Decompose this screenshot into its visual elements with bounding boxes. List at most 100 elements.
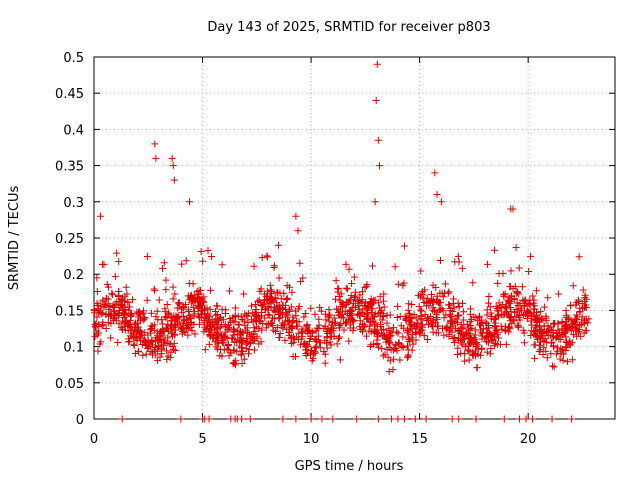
data-point — [454, 319, 462, 327]
data-point — [550, 363, 558, 371]
data-point — [120, 313, 128, 321]
data-point — [377, 308, 385, 316]
data-point — [542, 347, 550, 355]
data-point — [212, 317, 220, 325]
data-point — [487, 345, 495, 353]
data-point — [250, 311, 258, 319]
data-point — [389, 366, 397, 374]
data-point — [349, 299, 357, 307]
data-point — [544, 322, 552, 330]
data-point — [305, 337, 313, 345]
data-point — [471, 331, 479, 339]
data-point — [163, 312, 171, 320]
data-point — [102, 295, 110, 303]
data-point — [360, 321, 368, 329]
data-point — [524, 300, 532, 308]
data-point — [489, 337, 497, 345]
data-point — [491, 322, 499, 330]
data-point — [569, 282, 577, 290]
data-point — [123, 290, 131, 298]
data-point — [228, 334, 236, 342]
data-point — [478, 344, 486, 352]
data-point — [311, 349, 319, 357]
data-point — [510, 296, 518, 304]
data-point — [301, 309, 309, 317]
data-point — [243, 334, 251, 342]
data-point — [448, 318, 456, 326]
data-point — [296, 341, 304, 349]
y-axis: 0 0.05 0.1 0.15 0.2 0.25 0.3 0.35 0.4 0.45 0.5 — [55, 51, 615, 428]
data-point — [514, 321, 522, 329]
data-point — [491, 246, 499, 254]
data-point — [104, 283, 112, 291]
data-point — [124, 299, 132, 307]
data-point — [342, 260, 350, 268]
data-point — [555, 290, 563, 298]
data-point — [340, 314, 348, 322]
data-point — [182, 257, 190, 265]
data-point — [436, 306, 444, 314]
data-point — [367, 341, 375, 349]
data-point — [113, 249, 121, 257]
data-point — [459, 341, 467, 349]
data-point — [359, 328, 367, 336]
data-point — [454, 336, 462, 344]
data-point — [288, 288, 296, 296]
data-point — [576, 304, 584, 312]
data-point — [334, 334, 342, 342]
data-point — [436, 256, 444, 264]
data-point — [268, 314, 276, 322]
data-point — [507, 282, 515, 290]
data-point — [197, 248, 205, 256]
data-point — [158, 316, 166, 324]
data-point-zero — [329, 415, 337, 423]
data-point — [250, 262, 258, 270]
data-point — [369, 262, 377, 270]
data-point — [350, 273, 358, 281]
data-point — [539, 330, 547, 338]
data-point — [351, 295, 359, 303]
data-point — [581, 297, 589, 305]
data-point — [242, 344, 250, 352]
x-tick-label: 10 — [303, 432, 320, 447]
data-point — [415, 328, 423, 336]
data-point — [205, 327, 213, 335]
x-tick-label: 0 — [90, 432, 98, 447]
data-point — [237, 336, 245, 344]
data-point — [275, 315, 283, 323]
data-point — [155, 335, 163, 343]
data-point — [191, 308, 199, 316]
data-point — [454, 344, 462, 352]
data-point — [405, 338, 413, 346]
data-point-zero — [205, 415, 213, 423]
data-point — [500, 292, 508, 300]
data-point — [117, 323, 125, 331]
data-point — [244, 318, 252, 326]
data-point — [258, 254, 266, 262]
data-point — [492, 327, 500, 335]
data-point — [391, 263, 399, 271]
data-point — [105, 306, 113, 314]
data-point — [540, 328, 548, 336]
data-point — [156, 353, 164, 361]
data-point — [363, 282, 371, 290]
data-point — [118, 296, 126, 304]
data-point — [145, 342, 153, 350]
data-point — [131, 334, 139, 342]
data-point — [405, 309, 413, 317]
data-point — [343, 285, 351, 293]
data-point — [543, 327, 551, 335]
data-point — [543, 354, 551, 362]
data-point — [93, 287, 101, 295]
data-point — [114, 338, 122, 346]
data-point — [330, 314, 338, 322]
data-point — [263, 320, 271, 328]
data-point — [423, 335, 431, 343]
data-point — [499, 301, 507, 309]
data-point — [195, 320, 203, 328]
data-point — [405, 317, 413, 325]
data-point — [283, 296, 291, 304]
data-point — [389, 324, 397, 332]
data-point — [358, 298, 366, 306]
data-point — [327, 324, 335, 332]
